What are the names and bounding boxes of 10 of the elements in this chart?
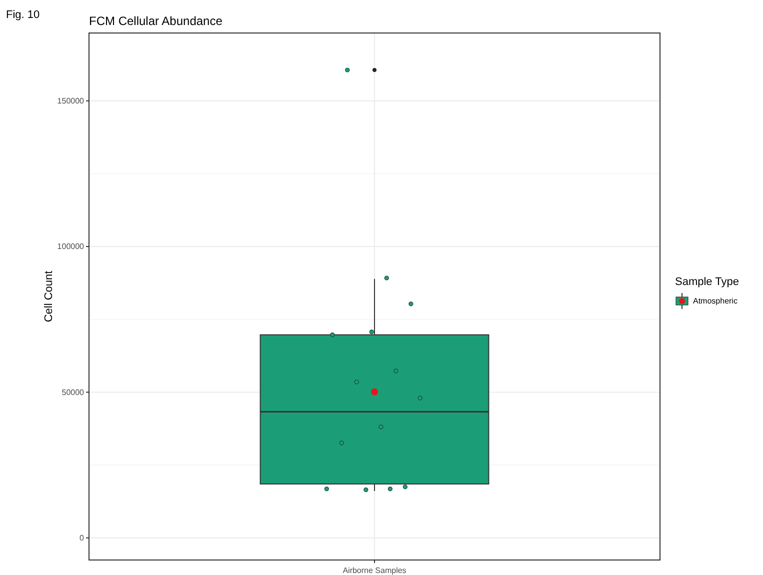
caption: Fig. 10 bbox=[6, 9, 40, 21]
chart-title: FCM Cellular Abundance bbox=[89, 14, 223, 28]
y-tick-label: 0 bbox=[80, 533, 85, 542]
legend-title: Sample Type bbox=[675, 276, 740, 288]
y-tick-label: 50000 bbox=[62, 388, 85, 397]
y-tick-label: 100000 bbox=[57, 242, 85, 252]
x-tick-label: Airborne Samples bbox=[342, 566, 406, 575]
y-axis-title: Cell Count bbox=[43, 270, 55, 322]
legend-label: Atmospheric bbox=[693, 296, 738, 306]
y-tick-label: 150000 bbox=[57, 96, 85, 106]
